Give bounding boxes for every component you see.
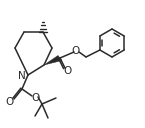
Text: O: O xyxy=(31,93,39,103)
Text: O: O xyxy=(63,66,71,76)
Text: N: N xyxy=(18,71,26,81)
Text: O: O xyxy=(6,97,14,107)
Text: O: O xyxy=(72,46,80,56)
Polygon shape xyxy=(44,56,62,65)
